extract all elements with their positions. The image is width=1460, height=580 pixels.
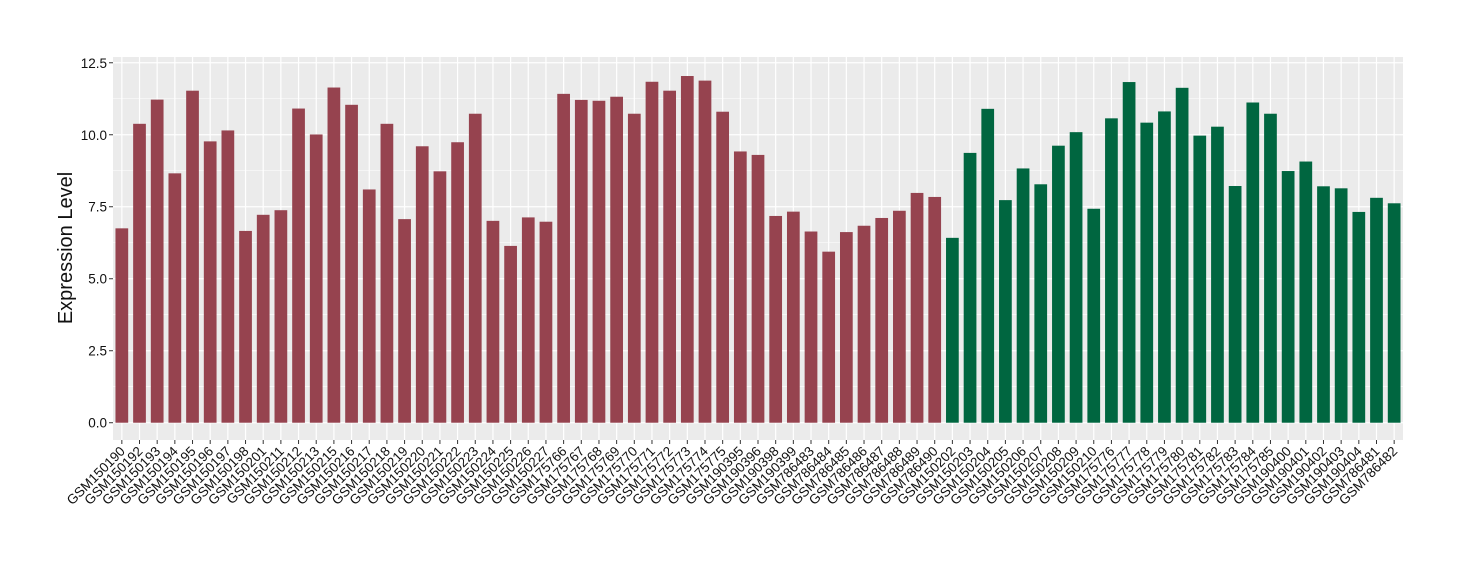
bar-GSM190400	[1281, 171, 1295, 423]
bar-GSM175782	[1211, 126, 1224, 423]
bar-GSM150198	[239, 230, 252, 423]
bar-GSM786485	[839, 232, 853, 423]
bar-GSM150190	[115, 228, 129, 423]
bar-GSM175776	[1105, 118, 1118, 423]
y-tick-label: 5.0	[88, 272, 107, 287]
bar-GSM150206	[1016, 168, 1030, 423]
bar-GSM150210	[1087, 208, 1101, 423]
bar-GSM150223	[468, 113, 482, 423]
bar-GSM150195	[186, 90, 199, 423]
bar-GSM175778	[1140, 122, 1154, 423]
bar-GSM150208	[1052, 145, 1065, 423]
bar-GSM175770	[627, 113, 641, 423]
bar-GSM150203	[963, 152, 977, 423]
bar-GSM190398	[769, 215, 783, 423]
bar-GSM150204	[981, 108, 995, 423]
bar-GSM786487	[875, 217, 889, 423]
bar-GSM150196	[203, 141, 217, 423]
bar-GSM175768	[592, 100, 606, 423]
bar-GSM150226	[521, 217, 535, 423]
bar-GSM150194	[168, 173, 182, 423]
bar-GSM786490	[928, 196, 942, 423]
bar-GSM175771	[645, 81, 659, 423]
bar-GSM175775	[716, 111, 730, 423]
bar-GSM175772	[663, 90, 677, 423]
bar-GSM150192	[133, 123, 146, 423]
bar-GSM786486	[857, 225, 871, 423]
bar-GSM150217	[362, 189, 376, 423]
bar-GSM150224	[486, 220, 500, 423]
bar-GSM175780	[1175, 87, 1189, 423]
y-tick-label: 7.5	[88, 200, 107, 215]
bar-GSM150216	[345, 104, 358, 423]
bar-GSM190404	[1352, 211, 1366, 423]
bar-GSM150218	[380, 123, 394, 423]
bar-GSM150211	[274, 210, 288, 423]
bar-GSM175783	[1228, 186, 1242, 423]
bar-GSM786481	[1370, 197, 1383, 423]
bar-GSM150213	[309, 134, 323, 423]
bar-GSM150221	[433, 171, 447, 423]
y-tick-label: 10.0	[81, 128, 107, 143]
bar-GSM175784	[1246, 102, 1260, 423]
y-tick-label: 12.5	[81, 56, 107, 71]
bar-GSM786488	[893, 210, 906, 423]
bar-GSM175777	[1122, 82, 1136, 423]
bar-GSM190403	[1334, 188, 1348, 423]
bar-GSM175781	[1193, 135, 1207, 423]
bar-GSM150220	[415, 146, 429, 423]
bar-GSM190396	[751, 154, 765, 423]
bar-GSM150215	[327, 87, 341, 423]
bar-GSM786489	[910, 192, 924, 423]
bar-GSM175785	[1264, 113, 1277, 423]
bar-GSM786484	[822, 251, 836, 423]
bar-GSM150209	[1069, 132, 1083, 423]
bar-GSM150193	[150, 99, 164, 423]
bar-GSM150227	[539, 221, 553, 423]
x-axis: GSM150190GSM150192GSM150193GSM150194GSM1…	[64, 440, 1400, 508]
bar-GSM175766	[557, 93, 570, 423]
bar-GSM175773	[680, 76, 694, 423]
bar-GSM150222	[451, 142, 464, 423]
bar-GSM190395	[733, 151, 747, 423]
bar-GSM150202	[946, 237, 959, 423]
y-tick-label: 0.0	[88, 416, 107, 431]
bar-GSM786483	[804, 231, 818, 423]
bar-GSM190402	[1317, 186, 1330, 423]
bar-GSM175767	[574, 99, 588, 423]
bar-GSM190399	[786, 211, 800, 423]
bar-GSM190401	[1299, 161, 1313, 423]
bar-GSM150205	[999, 200, 1012, 423]
bar-GSM150207	[1034, 184, 1048, 423]
bar-GSM150225	[504, 245, 517, 423]
y-axis: 0.0 2.5 5.0 7.5 10.0 12.5	[81, 56, 113, 431]
bar-GSM175769	[610, 96, 623, 423]
bar-GSM150201	[256, 214, 270, 423]
bar-GSM175779	[1158, 111, 1171, 423]
y-axis-title: Expression Level	[55, 172, 77, 324]
y-tick-label: 2.5	[88, 344, 107, 359]
bar-GSM150212	[292, 108, 305, 423]
bar-GSM150219	[398, 219, 411, 423]
bar-GSM786482	[1387, 203, 1401, 423]
bar-GSM150197	[221, 130, 235, 423]
bars	[115, 76, 1401, 423]
bar-GSM175774	[698, 80, 712, 423]
